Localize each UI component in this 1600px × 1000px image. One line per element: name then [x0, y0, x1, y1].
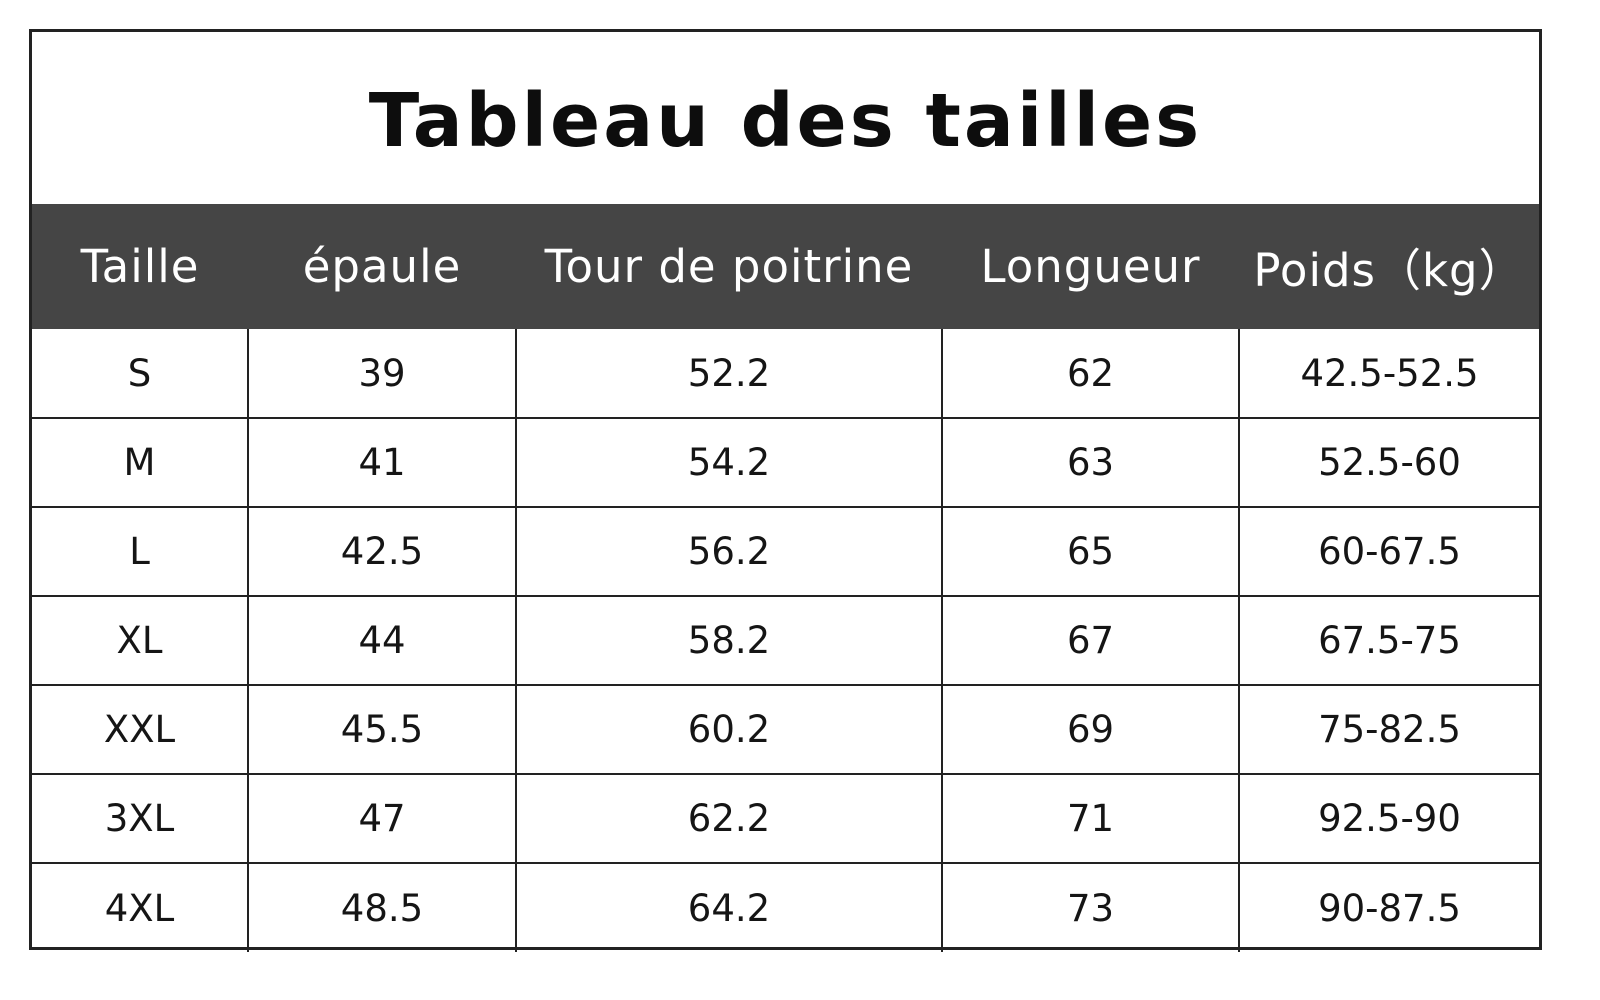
cell-epaule: 39	[247, 329, 516, 418]
table-row: S 39 52.2 62 42.5-52.5	[32, 329, 1539, 418]
cell-longueur: 65	[941, 506, 1239, 596]
table-row: M 41 54.2 63 52.5-60	[32, 417, 1539, 507]
cell-poids: 52.5-60	[1238, 417, 1539, 507]
column-header-longueur: Longueur	[980, 240, 1201, 293]
size-table: Taille épaule Tour de poitrine Longueur …	[32, 204, 1539, 952]
cell-epaule: 47	[247, 773, 516, 863]
cell-taille: XL	[32, 595, 248, 685]
table-row: 4XL 48.5 64.2 73 90-87.5	[32, 862, 1539, 952]
table-header: Taille épaule Tour de poitrine Longueur …	[32, 204, 1539, 329]
cell-tour-de-poitrine: 64.2	[515, 862, 942, 952]
column-header-tour-de-poitrine: Tour de poitrine	[544, 240, 914, 293]
cell-longueur: 62	[941, 329, 1239, 418]
cell-tour-de-poitrine: 58.2	[515, 595, 942, 685]
cell-poids: 67.5-75	[1238, 595, 1539, 685]
cell-taille: L	[32, 506, 248, 596]
cell-tour-de-poitrine: 54.2	[515, 417, 942, 507]
size-chart: Tableau des tailles Taille épaule Tour d…	[29, 29, 1542, 952]
column-header-poids: Poids（kg）	[1253, 244, 1525, 297]
cell-longueur: 71	[941, 773, 1239, 863]
header-row: Taille épaule Tour de poitrine Longueur …	[32, 204, 1539, 329]
cell-tour-de-poitrine: 62.2	[515, 773, 942, 863]
column-header-taille: Taille	[80, 240, 200, 293]
cell-longueur: 73	[941, 862, 1239, 952]
cell-epaule: 48.5	[247, 862, 516, 952]
cell-poids: 60-67.5	[1238, 506, 1539, 596]
cell-epaule: 44	[247, 595, 516, 685]
cell-longueur: 69	[941, 684, 1239, 774]
page-title: Tableau des tailles	[368, 78, 1203, 164]
cell-poids: 75-82.5	[1238, 684, 1539, 774]
cell-epaule: 41	[247, 417, 516, 507]
cell-taille: S	[127, 351, 152, 395]
cell-taille: M	[32, 417, 248, 507]
cell-taille: 3XL	[32, 773, 248, 863]
cell-longueur: 63	[941, 417, 1239, 507]
table-row: XL 44 58.2 67 67.5-75	[32, 595, 1539, 685]
cell-tour-de-poitrine: 60.2	[515, 684, 942, 774]
cell-poids: 90-87.5	[1238, 862, 1539, 952]
table-row: 3XL 47 62.2 71 92.5-90	[32, 773, 1539, 863]
column-header-epaule: épaule	[302, 240, 462, 293]
title-area: Tableau des tailles	[32, 32, 1539, 204]
table-body: S 39 52.2 62 42.5-52.5 M 41 54.2 63 52.5…	[32, 329, 1539, 952]
cell-taille: XXL	[32, 684, 248, 774]
cell-longueur: 67	[941, 595, 1239, 685]
cell-poids: 42.5-52.5	[1238, 329, 1539, 418]
table-row: L 42.5 56.2 65 60-67.5	[32, 506, 1539, 596]
table-row: XXL 45.5 60.2 69 75-82.5	[32, 684, 1539, 774]
cell-taille: 4XL	[32, 862, 248, 952]
cell-epaule: 42.5	[247, 506, 516, 596]
cell-poids: 92.5-90	[1238, 773, 1539, 863]
cell-tour-de-poitrine: 56.2	[515, 506, 942, 596]
cell-epaule: 45.5	[247, 684, 516, 774]
cell-tour-de-poitrine: 52.2	[515, 329, 942, 418]
